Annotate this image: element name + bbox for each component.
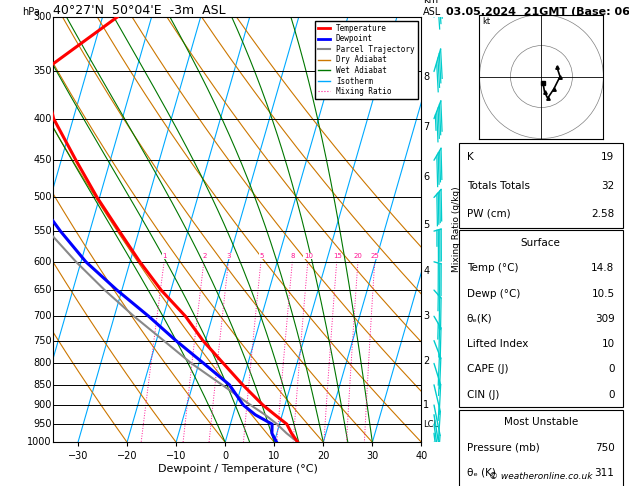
Text: 750: 750 — [33, 336, 52, 346]
Text: 850: 850 — [33, 380, 52, 390]
Text: 40°27'N  50°04'E  -3m  ASL: 40°27'N 50°04'E -3m ASL — [53, 4, 226, 17]
Text: 400: 400 — [33, 114, 52, 123]
Text: 500: 500 — [33, 192, 52, 203]
Text: 15: 15 — [333, 253, 342, 259]
Text: 0: 0 — [608, 364, 615, 374]
Text: kt: kt — [482, 17, 491, 26]
Text: 5: 5 — [423, 220, 430, 229]
Text: Lifted Index: Lifted Index — [467, 339, 528, 349]
Text: 10.5: 10.5 — [591, 289, 615, 298]
Text: 25: 25 — [370, 253, 379, 259]
Text: 1: 1 — [423, 399, 430, 410]
Text: 311: 311 — [594, 468, 615, 478]
Text: © weatheronline.co.uk: © weatheronline.co.uk — [489, 472, 593, 481]
Text: 2: 2 — [423, 356, 430, 366]
Bar — [459, 230, 623, 407]
Legend: Temperature, Dewpoint, Parcel Trajectory, Dry Adiabat, Wet Adiabat, Isotherm, Mi: Temperature, Dewpoint, Parcel Trajectory… — [315, 21, 418, 99]
Text: hPa: hPa — [22, 7, 40, 17]
Text: 450: 450 — [33, 155, 52, 165]
Text: 14.8: 14.8 — [591, 263, 615, 273]
Text: θₑ (K): θₑ (K) — [467, 468, 496, 478]
Text: 4: 4 — [423, 266, 430, 276]
Text: 5: 5 — [259, 253, 264, 259]
Text: LCL: LCL — [423, 419, 438, 429]
Text: 8: 8 — [423, 72, 430, 83]
Text: 7: 7 — [423, 122, 430, 132]
Text: 650: 650 — [33, 285, 52, 295]
Text: Temp (°C): Temp (°C) — [467, 263, 518, 273]
Text: 10: 10 — [601, 339, 615, 349]
Bar — [459, 410, 623, 486]
Text: CAPE (J): CAPE (J) — [467, 364, 508, 374]
Text: 8: 8 — [291, 253, 295, 259]
Text: 2: 2 — [203, 253, 207, 259]
Text: 1000: 1000 — [27, 437, 52, 447]
Text: Surface: Surface — [521, 238, 560, 248]
Text: Totals Totals: Totals Totals — [467, 181, 530, 191]
Text: 309: 309 — [595, 314, 615, 324]
Bar — [459, 143, 623, 228]
Text: 300: 300 — [33, 12, 52, 22]
Text: θₑ(K): θₑ(K) — [467, 314, 493, 324]
Text: 6: 6 — [423, 172, 430, 182]
Text: 0: 0 — [608, 390, 615, 399]
X-axis label: Dewpoint / Temperature (°C): Dewpoint / Temperature (°C) — [157, 464, 318, 474]
Text: 550: 550 — [33, 226, 52, 236]
Text: 1: 1 — [163, 253, 167, 259]
Text: Most Unstable: Most Unstable — [503, 417, 578, 427]
Text: 900: 900 — [33, 400, 52, 410]
Text: 3: 3 — [227, 253, 231, 259]
Text: 700: 700 — [33, 311, 52, 321]
Text: 600: 600 — [33, 257, 52, 267]
Text: PW (cm): PW (cm) — [467, 209, 510, 219]
Text: 19: 19 — [601, 153, 615, 162]
Text: 03.05.2024  21GMT (Base: 06): 03.05.2024 21GMT (Base: 06) — [446, 7, 629, 17]
Text: 750: 750 — [595, 443, 615, 452]
Text: Pressure (mb): Pressure (mb) — [467, 443, 540, 452]
Text: 350: 350 — [33, 67, 52, 76]
Text: 10: 10 — [304, 253, 313, 259]
Text: Dewp (°C): Dewp (°C) — [467, 289, 520, 298]
Text: Mixing Ratio (g/kg): Mixing Ratio (g/kg) — [452, 187, 460, 273]
Text: km
ASL: km ASL — [423, 0, 442, 17]
Text: K: K — [467, 153, 474, 162]
Text: 20: 20 — [354, 253, 363, 259]
Text: 950: 950 — [33, 419, 52, 429]
Text: 800: 800 — [33, 359, 52, 368]
Text: 3: 3 — [423, 311, 430, 321]
Text: 2.58: 2.58 — [591, 209, 615, 219]
Text: 32: 32 — [601, 181, 615, 191]
Text: CIN (J): CIN (J) — [467, 390, 499, 399]
